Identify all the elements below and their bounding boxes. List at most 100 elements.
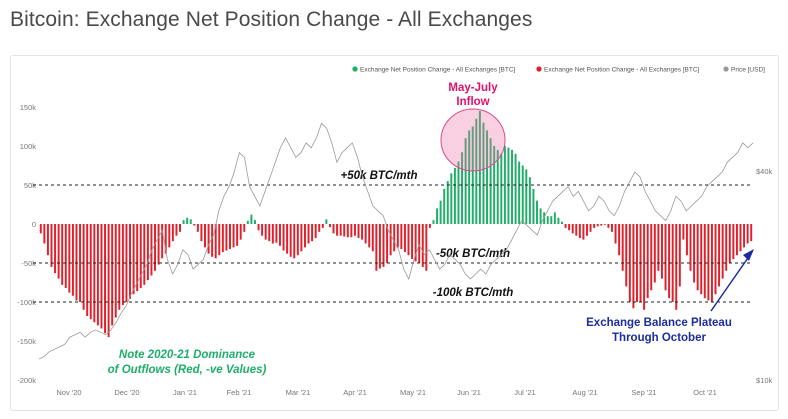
- outflow-bar: [746, 224, 749, 244]
- outflow-bar: [107, 224, 110, 338]
- inflow-bar: [439, 200, 442, 224]
- outflow-bar: [303, 224, 306, 248]
- legend-label-1: Exchange Net Position Change - All Excha…: [544, 67, 700, 74]
- outflow-bar: [414, 224, 417, 262]
- outflow-bar: [204, 224, 206, 248]
- outflow-bar: [239, 224, 242, 240]
- outflow-bar: [721, 224, 724, 279]
- outflow-bar: [236, 224, 239, 246]
- outflow-bar: [725, 224, 728, 271]
- inflow-bar: [553, 212, 556, 224]
- inflow-bar: [189, 219, 192, 224]
- inflow-bar: [450, 173, 453, 224]
- legend-marker-0: [352, 66, 358, 72]
- outflow-bar: [75, 224, 78, 301]
- outflow-bar: [296, 224, 299, 256]
- outflow-bar: [161, 224, 164, 259]
- legend-marker-1: [536, 66, 542, 72]
- inflow-bar: [446, 181, 449, 224]
- outflow-bar: [428, 224, 431, 228]
- inflow-bar: [182, 220, 185, 224]
- inflow-bar: [471, 126, 474, 224]
- annotation-inflow-line2: Inflow: [456, 96, 489, 108]
- outflow-bar: [278, 224, 281, 246]
- outflow-bar: [179, 224, 181, 232]
- x-tick-label: Aug '21: [572, 388, 597, 397]
- outflow-bar: [143, 224, 146, 285]
- inflow-bar: [561, 221, 563, 224]
- inflow-bar: [464, 138, 467, 224]
- inflow-bar: [482, 122, 485, 224]
- outflow-bar: [268, 224, 271, 242]
- outflow-bar: [257, 224, 260, 231]
- y-tick-label: -150k: [17, 337, 36, 346]
- outflow-bar: [564, 224, 567, 228]
- outflow-bar: [150, 224, 153, 276]
- inflow-bar: [525, 169, 528, 224]
- inflow-bar: [514, 153, 517, 224]
- outflow-bar: [632, 224, 635, 309]
- outflow-bar: [357, 224, 360, 239]
- outflow-bar: [386, 224, 389, 263]
- outflow-bar: [568, 224, 571, 231]
- outflow-bar: [614, 224, 617, 244]
- inflow-bar: [453, 167, 456, 224]
- y-tick-label: 50k: [24, 181, 36, 190]
- outflow-bar: [114, 224, 117, 318]
- outflow-bar: [739, 224, 742, 252]
- outflow-bar: [218, 224, 221, 256]
- outflow-bar: [675, 224, 678, 310]
- outflow-bar: [618, 224, 621, 256]
- outflow-bar: [221, 224, 224, 253]
- legend-label-0: Exchange Net Position Change - All Excha…: [360, 67, 516, 74]
- inflow-bar: [496, 149, 499, 224]
- outflow-bar: [243, 224, 246, 232]
- outflow-bar: [64, 224, 67, 288]
- outflow-bar: [43, 224, 46, 244]
- annotation-plateau-line2: Through October: [612, 332, 706, 344]
- x-tick-label: Sep '21: [631, 388, 656, 397]
- outflow-bar: [214, 224, 217, 259]
- reference-label-1: -50k BTC/mth: [436, 248, 510, 260]
- outflow-bar: [193, 224, 196, 226]
- outflow-bar: [121, 224, 124, 306]
- outflow-bar: [361, 224, 364, 240]
- outflow-bar: [100, 224, 103, 329]
- outflow-bar: [400, 224, 403, 249]
- outflow-bar: [96, 224, 99, 326]
- outflow-bar: [282, 224, 285, 251]
- inflow-bar: [493, 146, 496, 224]
- outflow-bar: [61, 224, 64, 285]
- outflow-bar: [596, 224, 599, 227]
- legend-marker-2: [723, 66, 729, 72]
- inflow-bar: [550, 216, 553, 224]
- y2-tick-label: $40k: [756, 167, 773, 176]
- outflow-bar: [79, 224, 82, 302]
- y2-tick-label: $10k: [756, 376, 773, 385]
- outflow-bar: [635, 224, 638, 302]
- inflow-bar: [457, 161, 460, 224]
- x-tick-label: Jan '21: [173, 388, 197, 397]
- outflow-bar: [46, 224, 49, 256]
- outflow-bar: [175, 224, 178, 236]
- outflow-bar: [264, 224, 267, 240]
- outflow-bar: [286, 224, 289, 254]
- inflow-bar: [546, 216, 549, 224]
- outflow-bar: [375, 224, 378, 271]
- outflow-bar: [418, 224, 421, 263]
- outflow-bar: [93, 224, 96, 323]
- x-tick-label: Jul '21: [514, 388, 535, 397]
- outflow-bar: [586, 224, 588, 236]
- outflow-bar: [611, 224, 613, 232]
- outflow-bar: [200, 224, 203, 242]
- inflow-bar: [436, 208, 439, 224]
- y-tick-label: -50k: [21, 259, 36, 268]
- outflow-bar: [643, 224, 646, 310]
- outflow-bar: [728, 224, 731, 263]
- outflow-bar: [589, 224, 592, 232]
- outflow-bar: [653, 224, 656, 283]
- inflow-bar: [521, 165, 524, 224]
- outflow-bar: [125, 224, 128, 302]
- chart-svg: Exchange Net Position Change - All Excha…: [17, 66, 773, 397]
- outflow-bar: [229, 224, 231, 249]
